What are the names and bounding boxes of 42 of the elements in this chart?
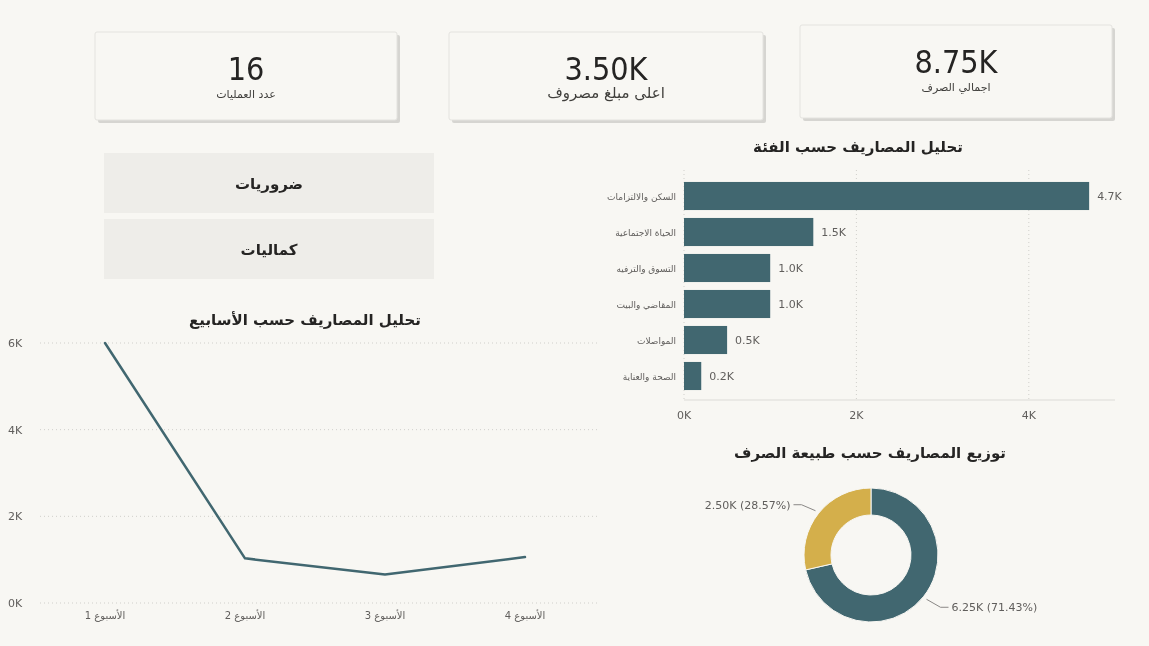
data-label: 1.0K: [778, 262, 804, 275]
y-tick-label: الحياة الاجتماعية: [615, 228, 676, 238]
x-tick-label: الأسبوع 2: [224, 609, 266, 622]
text: 16: [227, 50, 265, 88]
x-tick-label: 2K: [849, 409, 865, 422]
y-tick-label: 0K: [8, 597, 23, 610]
y-tick-label: 6K: [8, 337, 23, 350]
chart-title: توزيع المصاريف حسب طبيعة الصرف: [733, 444, 1007, 462]
text: ضروريات: [234, 175, 304, 193]
bar: [684, 361, 702, 391]
bar: [684, 253, 771, 283]
y-tick-label: الصحة والعناية: [622, 372, 676, 382]
data-label: 6.25K (71.43%): [951, 601, 1038, 615]
y-tick-label: المواصلات: [636, 336, 676, 346]
data-label: 2.50K (28.57%): [704, 498, 791, 512]
x-tick-label: 4K: [1021, 409, 1037, 422]
line-series: [103, 341, 527, 576]
x-tick-label: الأسبوع 1: [84, 609, 126, 622]
bar: [684, 181, 1090, 211]
y-tick-label: السكن والالتزامات: [607, 192, 676, 202]
text: عدد العمليات: [216, 88, 276, 101]
data-label: 4.7K: [1097, 190, 1123, 203]
y-tick-label: التسوق والترفيه: [616, 264, 676, 274]
bar: [684, 289, 771, 319]
x-tick-label: 0K: [676, 409, 692, 422]
text: 8.75K: [914, 43, 999, 81]
chart-title: تحليل المصاريف حسب الأسابيع: [189, 311, 421, 329]
text: كماليات: [240, 241, 298, 259]
y-tick-label: 4K: [8, 423, 23, 437]
text: اجمالي الصرف: [921, 81, 991, 94]
data-label: 1.5K: [821, 226, 847, 239]
y-tick-label: 2K: [8, 510, 23, 524]
bar: [684, 325, 728, 355]
data-label: 1.0K: [778, 298, 804, 311]
x-tick-label: الأسبوع 3: [364, 609, 406, 622]
data-label: 0.2K: [709, 370, 735, 383]
chart-title: تحليل المصاريف حسب الفئة: [753, 138, 963, 156]
x-tick-label: الأسبوع 4: [504, 609, 546, 622]
y-tick-label: المقاضي والبيت: [616, 300, 676, 310]
bar: [684, 217, 814, 247]
donut-slice: [805, 487, 939, 623]
data-label: 0.5K: [735, 334, 761, 347]
